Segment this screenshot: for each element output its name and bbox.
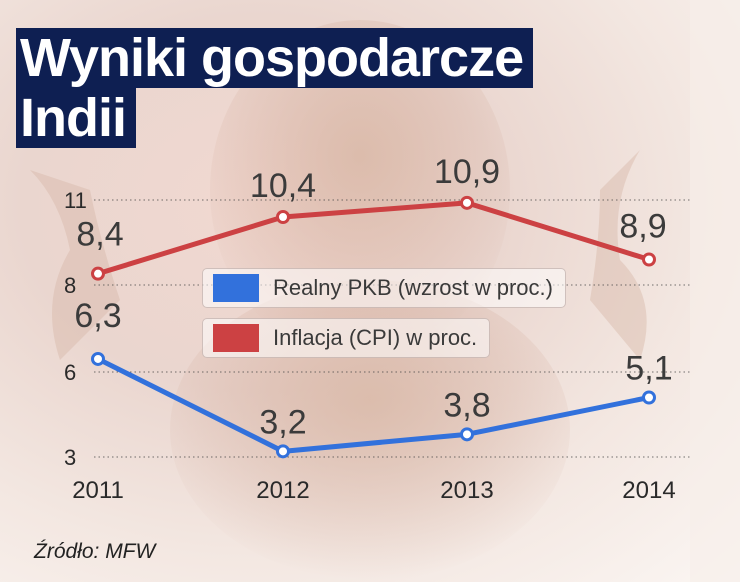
data-point <box>642 390 656 405</box>
data-label: 8,4 <box>76 216 123 254</box>
legend-entry-cpi: Inflacja (CPI) w proc. <box>202 318 491 358</box>
y-axis-ticks: 3 6 8 11 <box>64 188 87 470</box>
data-label: 5,1 <box>625 350 672 388</box>
x-axis-ticks: 2011 2012 2013 2014 <box>72 477 676 504</box>
chart-title-line-2: Indii <box>16 88 136 148</box>
legend-label-gdp: Realny PKB (wzrost w proc.) <box>273 275 553 300</box>
x-tick-label: 2013 <box>440 477 493 504</box>
x-tick-label: 2011 <box>72 477 124 504</box>
data-label: 10,9 <box>434 153 500 191</box>
data-label: 6,3 <box>74 297 121 335</box>
data-label: 8,9 <box>619 208 666 246</box>
data-point <box>91 266 105 281</box>
series-group <box>91 195 656 459</box>
chart-title-line-1: Wyniki gospodarcze <box>16 28 534 88</box>
legend-entry-gdp: Realny PKB (wzrost w proc.) <box>202 268 566 308</box>
y-tick-label: 11 <box>64 188 87 213</box>
data-point <box>276 444 290 459</box>
data-point <box>91 351 105 366</box>
data-label: 3,8 <box>443 386 490 424</box>
x-tick-label: 2014 <box>622 477 675 504</box>
source-note: Źródło: MFW <box>34 540 156 563</box>
data-labels: 6,3 3,2 3,8 5,1 8,4 10,4 10,9 8,9 <box>74 153 672 442</box>
y-tick-label: 6 <box>64 360 76 385</box>
data-point <box>276 210 290 224</box>
series-line-cpi <box>95 200 652 277</box>
series-line-gdp <box>95 356 652 454</box>
x-tick-label: 2012 <box>256 477 309 504</box>
legend-swatch-gdp <box>213 274 259 302</box>
y-tick-label: 8 <box>64 273 76 298</box>
data-point <box>642 252 656 267</box>
legend-swatch-cpi <box>213 324 259 352</box>
legend-label-cpi: Inflacja (CPI) w proc. <box>273 325 478 350</box>
data-point <box>460 195 474 210</box>
data-label: 3,2 <box>259 403 306 441</box>
y-tick-label: 3 <box>64 445 76 470</box>
data-label: 10,4 <box>250 167 316 205</box>
data-point <box>460 427 474 442</box>
